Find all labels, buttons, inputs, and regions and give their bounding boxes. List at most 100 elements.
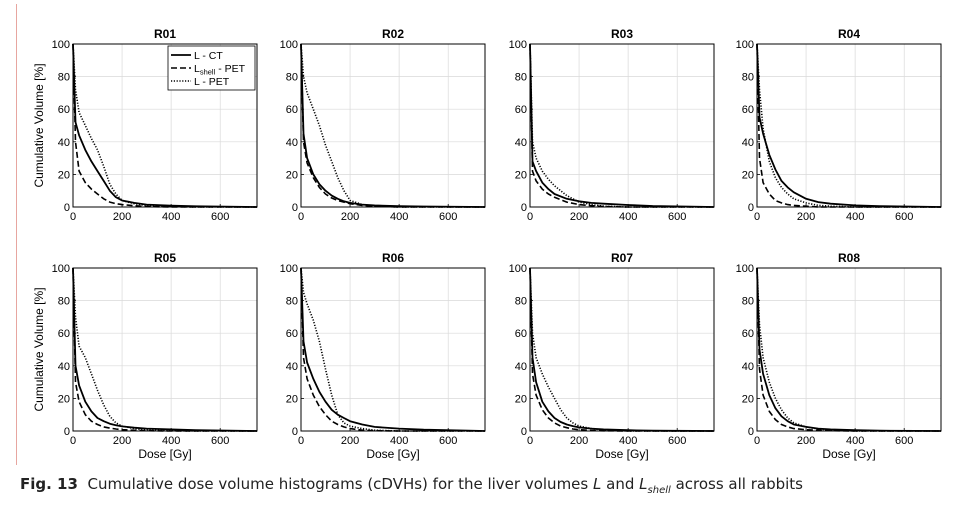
- plot-area: [73, 268, 257, 431]
- y-tick-label: 80: [742, 72, 754, 84]
- x-tick-label: 400: [619, 435, 637, 447]
- caption-var-l: L: [593, 475, 602, 493]
- x-tick-label: 200: [570, 435, 588, 447]
- legend-entry: L - PET: [194, 76, 230, 88]
- y-tick-label: 100: [509, 263, 527, 275]
- chart-panel-r01: 0 200 400 600 0 20 40 60 80 100 R01 Cumulative Volu…: [32, 27, 258, 223]
- x-axis-label: Dose [Gy]: [595, 447, 648, 461]
- axes-box: [756, 43, 942, 208]
- y-tick-label: 0: [292, 426, 298, 438]
- x-tick-label: 600: [211, 211, 229, 223]
- y-tick-label: 80: [286, 296, 298, 308]
- figure-frame-line: [16, 4, 17, 465]
- figure-caption: Fig. 13 Cumulative dose volume histogram…: [20, 475, 803, 496]
- y-tick-label: 100: [280, 263, 298, 275]
- chart-title: R08: [838, 251, 860, 265]
- y-tick-label: 40: [58, 361, 70, 373]
- x-axis-label: Dose [Gy]: [138, 447, 191, 461]
- y-tick-label: 60: [742, 328, 754, 340]
- y-tick-label: 60: [286, 104, 298, 116]
- axes-box: [529, 43, 715, 208]
- legend-entry: L - CT: [194, 50, 223, 62]
- x-tick-label: 600: [895, 211, 913, 223]
- y-tick-label: 80: [58, 296, 70, 308]
- chart-title: R03: [611, 27, 633, 41]
- y-tick-label: 40: [515, 137, 527, 149]
- axes-box: [300, 267, 486, 432]
- x-tick-label: 600: [895, 435, 913, 447]
- axes-box: [529, 267, 715, 432]
- axes-box: [72, 267, 258, 432]
- x-tick-label: 0: [527, 435, 533, 447]
- y-tick-label: 40: [515, 361, 527, 373]
- series-line-solid: [300, 43, 486, 208]
- y-tick-label: 0: [292, 202, 298, 214]
- x-tick-label: 0: [298, 211, 304, 223]
- caption-and: and: [606, 475, 635, 493]
- chart-title: R06: [382, 251, 404, 265]
- x-tick-label: 400: [846, 211, 864, 223]
- y-tick-label: 60: [58, 104, 70, 116]
- y-tick-label: 100: [509, 39, 527, 51]
- y-tick-label: 80: [515, 296, 527, 308]
- series-line-dashed: [756, 267, 941, 432]
- chart-panel-r07: 0 200 400 600 0 20 40 60 80 100 R07 Dose [Gy]: [509, 251, 715, 461]
- x-tick-label: 0: [754, 435, 760, 447]
- x-tick-label: 600: [211, 435, 229, 447]
- y-tick-label: 40: [742, 137, 754, 149]
- y-axis-label: Cumulative Volume [%]: [32, 63, 46, 187]
- x-axis-label: Dose [Gy]: [366, 447, 419, 461]
- x-tick-label: 400: [162, 435, 180, 447]
- plot-area: [530, 44, 714, 207]
- x-tick-label: 200: [113, 435, 131, 447]
- x-tick-label: 600: [668, 211, 686, 223]
- y-tick-label: 40: [742, 361, 754, 373]
- y-tick-label: 80: [742, 296, 754, 308]
- y-tick-label: 60: [515, 104, 527, 116]
- chart-title: R07: [611, 251, 633, 265]
- chart-panel-r03: 0 200 400 600 0 20 40 60 80 100 R03: [509, 27, 715, 223]
- y-tick-label: 20: [742, 393, 754, 405]
- x-tick-label: 0: [70, 435, 76, 447]
- y-tick-label: 20: [515, 393, 527, 405]
- x-tick-label: 400: [846, 435, 864, 447]
- y-tick-label: 60: [286, 328, 298, 340]
- caption-figure-label: Fig. 13: [20, 475, 78, 493]
- chart-panel-r08: 0 200 400 600 0 20 40 60 80 100 R08 Dose [Gy]: [736, 251, 942, 461]
- plot-area: [301, 44, 485, 207]
- plot-area: [301, 268, 485, 431]
- y-tick-label: 0: [748, 426, 754, 438]
- x-tick-label: 0: [527, 211, 533, 223]
- x-tick-label: 400: [619, 211, 637, 223]
- caption-var-lshell: Lshell: [639, 475, 671, 496]
- legend-entry: Lshell - PET: [194, 63, 246, 77]
- x-tick-label: 600: [439, 211, 457, 223]
- series-line-dotted: [72, 43, 257, 208]
- x-tick-label: 200: [797, 211, 815, 223]
- chart-panel-r06: 0 200 400 600 0 20 40 60 80 100 R06 Dose [Gy]: [280, 251, 486, 461]
- x-tick-label: 200: [570, 211, 588, 223]
- x-tick-label: 200: [341, 211, 359, 223]
- y-tick-label: 20: [58, 393, 70, 405]
- x-tick-label: 600: [439, 435, 457, 447]
- y-tick-label: 80: [286, 72, 298, 84]
- series-line-solid: [72, 267, 258, 432]
- y-tick-label: 0: [521, 202, 527, 214]
- plot-area: [757, 44, 941, 207]
- chart-panel-r02: 0 200 400 600 0 20 40 60 80 100 R02: [280, 27, 486, 223]
- y-tick-label: 0: [748, 202, 754, 214]
- chart-title: R04: [838, 27, 860, 41]
- series-line-solid: [72, 43, 258, 208]
- x-tick-label: 400: [390, 435, 408, 447]
- y-tick-label: 100: [280, 39, 298, 51]
- axes-box: [72, 43, 258, 208]
- y-tick-label: 60: [742, 104, 754, 116]
- y-tick-label: 20: [286, 393, 298, 405]
- y-tick-label: 20: [742, 169, 754, 181]
- y-tick-label: 20: [58, 169, 70, 181]
- x-tick-label: 200: [797, 435, 815, 447]
- y-tick-label: 40: [286, 137, 298, 149]
- chart-title: R05: [154, 251, 176, 265]
